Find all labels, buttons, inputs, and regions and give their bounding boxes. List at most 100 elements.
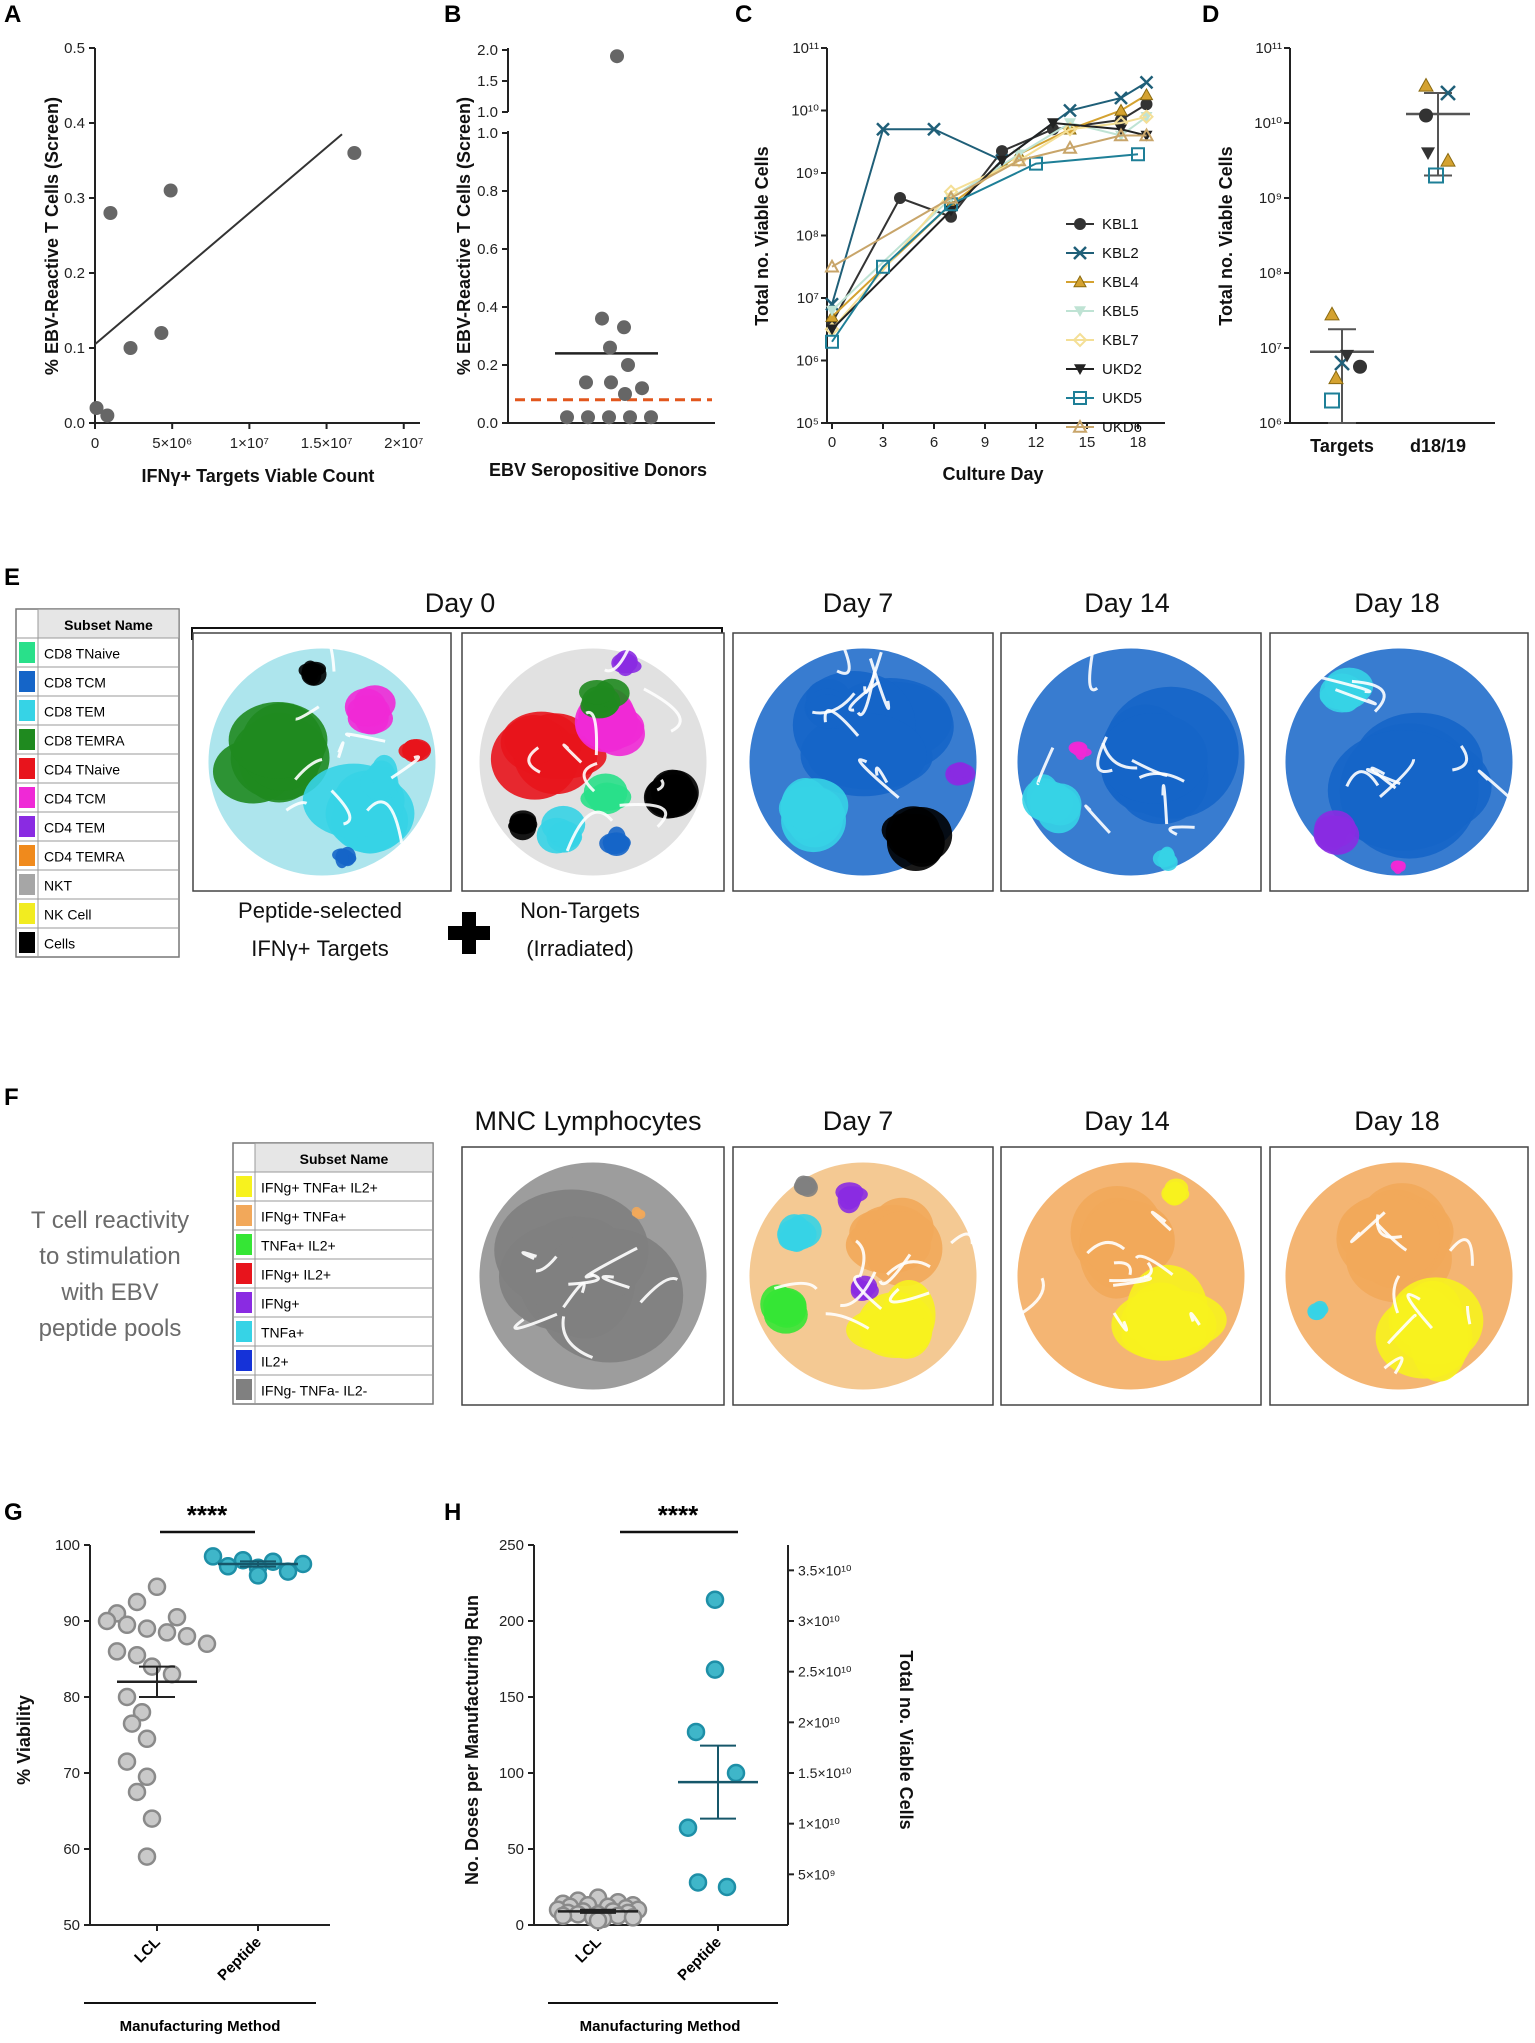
panel-e-day14-title: Day 14 xyxy=(1084,588,1170,618)
panel-h-lcl-point xyxy=(588,1911,608,1930)
panel-h-right-tick-label: 5×10⁹ xyxy=(798,1866,836,1882)
panel-b-ytick-label: 0.6 xyxy=(477,241,498,258)
panel-f-tsne-day7-gap xyxy=(825,1312,870,1330)
panel-a-point xyxy=(347,146,362,160)
panel-e-tsne-day14-cluster xyxy=(1068,741,1088,755)
panel-e-tsne-day18-cluster xyxy=(1314,810,1356,848)
panel-c-series-point xyxy=(1139,109,1154,125)
panel-b-point xyxy=(644,410,658,425)
panel-b-point xyxy=(610,49,624,64)
legendF-swatch xyxy=(236,1176,252,1197)
panel-g-xlabel: Manufacturing Method xyxy=(120,2018,281,2035)
panel-g-lcl-point xyxy=(137,1619,157,1638)
legendF-header: Subset Name xyxy=(300,1151,389,1167)
panel-e-tsne-day7-gap xyxy=(857,758,900,799)
panel-h-chart: No. Doses per Manufacturing Run Total no… xyxy=(462,1500,916,2035)
panel-e-tsne-day18-gap xyxy=(1477,769,1510,798)
panel-c-series-point xyxy=(1140,98,1153,111)
panel-e-tsne-day14-gap xyxy=(1036,747,1055,786)
panel-d-ytick-label: 10¹¹ xyxy=(1255,40,1282,57)
panel-a-ytick-label: 0.3 xyxy=(64,190,85,207)
panel-b-ytick-label: 0.2 xyxy=(477,357,498,374)
panel-e-tsne-day7-gap xyxy=(823,709,860,737)
panel-c-series-point xyxy=(876,259,890,274)
panel-e-tsne-plots xyxy=(192,632,1529,892)
panel-e-tsne-day0-nontargets xyxy=(461,632,725,892)
panel-f-tsne-day14-gap xyxy=(1150,1210,1172,1232)
panel-a-point xyxy=(89,401,104,415)
panel-e-tsne-day0-nontargets-cluster xyxy=(509,813,537,830)
panel-g-category-label: Peptide xyxy=(214,1934,264,1984)
panel-d-target-point xyxy=(1324,306,1340,321)
panel-c-series-point xyxy=(1011,152,1027,167)
panel-a-point xyxy=(163,183,178,198)
panel-f-title-day18: Day 18 xyxy=(1354,1106,1440,1136)
panel-f-tsne-day7-cluster xyxy=(835,1182,864,1203)
panel-g-peptide-point xyxy=(218,1557,238,1576)
panel-g-lcl-point xyxy=(117,1752,137,1771)
panel-c-xtick-label: 0 xyxy=(828,434,836,451)
panel-f-tsne-day7-gap xyxy=(878,1253,912,1286)
panel-c-legend-marker xyxy=(1074,364,1086,375)
panel-f-tsne-mnc xyxy=(461,1146,725,1406)
panel-g-lcl-point xyxy=(117,1615,137,1635)
panel-h-category-label: LCL xyxy=(572,1934,605,1967)
panel-c-series-point xyxy=(826,324,838,336)
panel-e-tsne-day18-gap xyxy=(1379,759,1416,798)
panel-g-lcl-point xyxy=(197,1634,217,1654)
panel-f-tsne-day14-gap xyxy=(1112,1275,1152,1287)
panel-g-lcl-point xyxy=(107,1642,127,1661)
panel-c-legend-label: KBL1 xyxy=(1102,216,1139,233)
legendF-label: TNFa+ IL2+ xyxy=(261,1237,336,1253)
panel-f-tsne-day7-cluster xyxy=(763,1287,807,1324)
panel-g-ytick-label: 50 xyxy=(63,1917,80,1934)
legendE-label: NKT xyxy=(44,877,72,893)
panel-c-series-point xyxy=(1029,156,1043,171)
panel-f-tsne-day14-gap xyxy=(1189,1312,1201,1326)
panel-g-lcl-point xyxy=(157,1623,177,1642)
panel-c-legend-marker xyxy=(1073,391,1087,405)
panel-b-point xyxy=(560,410,574,425)
panel-e-tsne-day0-targets-gap xyxy=(366,800,404,844)
panel-e-tsne-day18-cluster xyxy=(1327,730,1479,851)
panel-f-tsne-day14-gap xyxy=(1134,1254,1174,1276)
panel-h-ytick-label: 250 xyxy=(499,1537,524,1554)
panel-f-tsne-day18-cluster xyxy=(1307,1302,1327,1320)
panel-c-series-point xyxy=(1113,127,1129,142)
panel-h-peptide-point xyxy=(726,1763,746,1783)
panel-f-tsne-day14-gap xyxy=(1112,1312,1128,1332)
panel-c-xtick-label: 18 xyxy=(1130,434,1147,451)
panel-b-ytick-label: 0.4 xyxy=(477,299,498,316)
legendF-label: IL2+ xyxy=(261,1353,289,1369)
panel-d-d1819-point xyxy=(1440,152,1456,167)
panel-f-tsne-day18-cluster xyxy=(1336,1194,1441,1284)
panel-e-tsne-day0-nontargets-gap xyxy=(656,778,665,792)
panel-letter-b: B xyxy=(444,1,461,28)
panel-e-tsne-day0-targets-gap xyxy=(345,732,386,743)
panel-g-significance: **** xyxy=(187,1500,228,1530)
panel-g-lcl-point xyxy=(137,1729,157,1749)
panel-a-ytick-label: 0.1 xyxy=(64,340,85,357)
panel-b-ytick-label: 1.0 xyxy=(477,125,498,142)
panel-f-tsne-day7-cluster xyxy=(778,1214,811,1252)
panel-e-tsne-day7-cluster xyxy=(950,762,971,779)
panel-g-lcl-point xyxy=(142,1809,162,1828)
panel-g-lcl-point xyxy=(167,1607,187,1627)
legendE-label: CD4 TEMRA xyxy=(44,848,125,864)
panel-f-tsne-day7-cluster xyxy=(864,1211,943,1287)
panel-c-series-point xyxy=(996,145,1008,158)
panel-g-peptide-point xyxy=(248,1566,268,1585)
panel-e-tsne-day14-gap xyxy=(1084,804,1111,834)
panel-b-point xyxy=(617,320,631,335)
panel-f-tsne-day7-gap xyxy=(855,1239,866,1278)
panel-f-tsne-day18-gap xyxy=(1406,1293,1434,1330)
panel-b-point xyxy=(579,375,593,390)
legendF-swatch xyxy=(236,1292,252,1313)
panel-c-legend-label: KBL5 xyxy=(1102,303,1139,320)
panel-e-tsne-day7 xyxy=(732,632,994,892)
legendE-label: CD8 TNaive xyxy=(44,645,120,661)
panel-h-peptide-point xyxy=(686,1722,706,1742)
panel-g-lcl-point xyxy=(117,1687,137,1707)
panel-h-peptide-point xyxy=(678,1818,698,1837)
panel-b-point xyxy=(602,410,616,425)
